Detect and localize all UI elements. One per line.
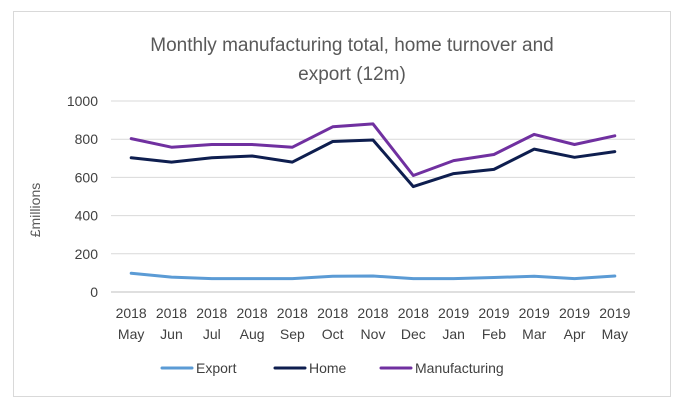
x-tick-month: Jul xyxy=(203,326,221,342)
x-tick-year: 2018 xyxy=(196,305,227,321)
series-lines xyxy=(129,122,617,281)
x-tick-year: 2019 xyxy=(438,305,469,321)
x-tick-label: 2018 Oct xyxy=(317,305,348,342)
x-tick-month: Jan xyxy=(442,326,465,342)
series-line-export xyxy=(129,271,617,281)
x-tick-label: 2019 Apr xyxy=(559,305,590,342)
y-tick-label: 600 xyxy=(75,169,99,185)
x-tick-labels: 2018 May 2018 Jun 2018 Jul 2018 Aug 2018 Sep 2018 O… xyxy=(116,305,631,342)
series-line-home xyxy=(129,138,617,189)
x-tick-label: 2018 Jul xyxy=(196,305,227,342)
x-tick-year: 2019 xyxy=(559,305,590,321)
gridlines xyxy=(111,100,635,293)
y-tick-label: 400 xyxy=(75,208,99,224)
legend-item-manufacturing: Manufacturing xyxy=(379,360,504,376)
x-tick-month: Jun xyxy=(160,326,183,342)
legend-label: Export xyxy=(196,360,237,376)
x-tick-label: 2018 Sep xyxy=(277,305,308,342)
x-tick-month: May xyxy=(602,326,628,342)
x-tick-year: 2019 xyxy=(478,305,509,321)
x-tick-label: 2018 Jun xyxy=(156,305,187,342)
chart-svg: Monthly manufacturing total, home turnov… xyxy=(27,35,635,376)
x-tick-label: 2019 May xyxy=(599,305,630,342)
x-tick-label: 2018 Dec xyxy=(398,305,429,342)
x-tick-year: 2018 xyxy=(398,305,429,321)
y-tick-label: 0 xyxy=(90,284,98,300)
x-tick-year: 2018 xyxy=(357,305,388,321)
x-tick-label: 2019 Mar xyxy=(519,305,550,342)
chart-title-line-1: Monthly manufacturing total, home turnov… xyxy=(150,35,553,56)
chart-title-line-2: export (12m) xyxy=(298,64,406,85)
x-tick-month: Oct xyxy=(322,326,344,342)
x-tick-label: 2018 Aug xyxy=(236,305,267,342)
x-tick-month: Aug xyxy=(240,326,265,342)
x-tick-month: Mar xyxy=(522,326,546,342)
x-tick-year: 2018 xyxy=(116,305,147,321)
x-tick-year: 2018 xyxy=(317,305,348,321)
x-tick-month: Dec xyxy=(401,326,426,342)
x-tick-year: 2019 xyxy=(599,305,630,321)
legend: Export Home Manufacturing xyxy=(160,360,504,376)
x-tick-label: 2018 Nov xyxy=(357,305,388,342)
x-tick-month: Feb xyxy=(482,326,506,342)
x-tick-year: 2018 xyxy=(277,305,308,321)
x-tick-label: 2019 Jan xyxy=(438,305,469,342)
legend-label: Home xyxy=(309,360,347,376)
x-tick-month: May xyxy=(118,326,144,342)
x-tick-year: 2018 xyxy=(156,305,187,321)
x-tick-label: 2018 May xyxy=(116,305,147,342)
legend-label: Manufacturing xyxy=(415,360,504,376)
y-tick-label: 200 xyxy=(75,246,99,262)
series-line-manufacturing xyxy=(129,122,617,177)
chart-title: Monthly manufacturing total, home turnov… xyxy=(150,35,553,85)
y-axis-label: £millions xyxy=(27,183,43,237)
y-tick-label: 800 xyxy=(75,131,99,147)
y-tick-label: 1000 xyxy=(67,93,98,109)
x-tick-year: 2018 xyxy=(236,305,267,321)
x-tick-month: Apr xyxy=(564,326,586,342)
chart-frame: Monthly manufacturing total, home turnov… xyxy=(13,11,671,397)
x-tick-month: Sep xyxy=(280,326,305,342)
y-tick-labels: 0 200 400 600 800 1000 xyxy=(67,93,98,300)
legend-item-export: Export xyxy=(160,360,237,376)
x-tick-year: 2019 xyxy=(519,305,550,321)
legend-item-home: Home xyxy=(273,360,347,376)
x-tick-label: 2019 Feb xyxy=(478,305,509,342)
x-tick-month: Nov xyxy=(361,326,386,342)
